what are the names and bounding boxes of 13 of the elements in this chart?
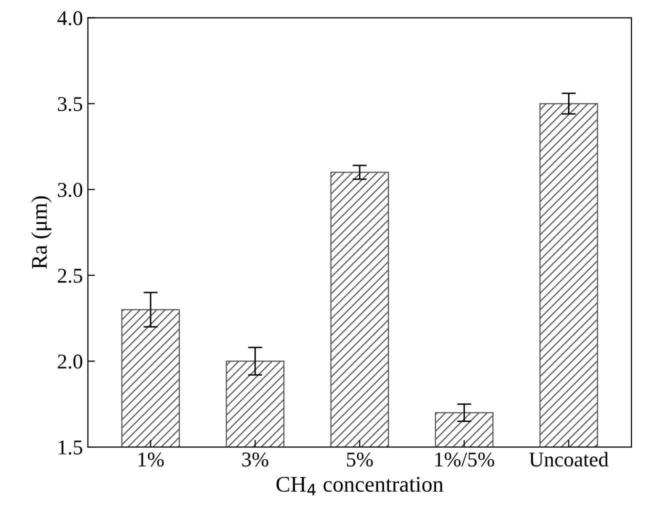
y-tick-label: 2.5 — [58, 268, 82, 283]
y-tick-label: 1.5 — [58, 440, 82, 455]
y-tick-label: 4.0 — [57, 11, 82, 26]
y-tick-label: 3.0 — [58, 182, 82, 198]
x-tick-label: 1%/5% — [435, 452, 494, 467]
x-tick-label: Uncoated — [529, 452, 608, 467]
x-tick-label: 1% — [138, 452, 164, 467]
y-tick-label: 3.5 — [58, 97, 82, 112]
x-axis-title: CH$_{4}$ concentration — [276, 476, 444, 496]
x-tick-label: 5% — [347, 452, 373, 467]
y-axis-title: Ra (μm) — [31, 196, 52, 269]
y-tick-label: 2.0 — [58, 354, 82, 369]
x-tick-label: 3% — [242, 452, 268, 467]
